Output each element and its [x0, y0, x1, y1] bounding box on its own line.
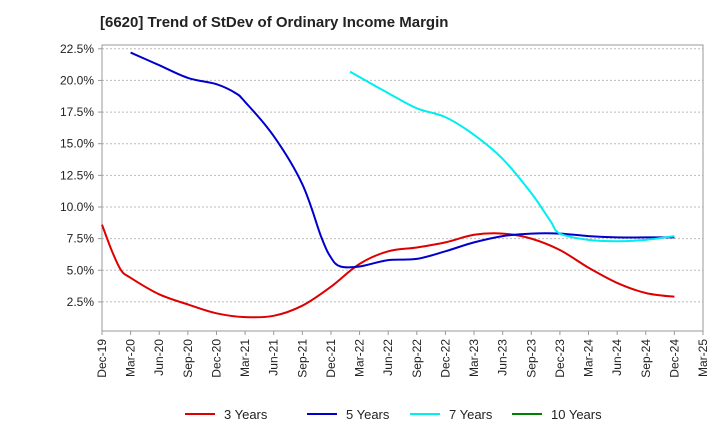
x-tick-label: Sep-23: [524, 339, 538, 378]
x-tick-label: Mar-21: [238, 339, 252, 377]
x-tick-label: Dec-19: [95, 339, 109, 378]
y-tick-label: 17.5%: [60, 105, 94, 119]
x-tick-label: Dec-22: [438, 339, 452, 378]
y-axis-ticks: 2.5% 5.0% 7.5% 10.0% 12.5% 15.0% 17.5% 20.0% 22.…: [60, 42, 102, 309]
x-tick-label: Jun-23: [496, 339, 510, 376]
x-tick-label: Sep-24: [639, 339, 653, 378]
series-line-3-years: [101, 224, 675, 319]
x-tick-label: Dec-20: [209, 339, 223, 378]
x-tick-label: Sep-20: [181, 339, 195, 378]
x-tick-label: Mar-20: [124, 339, 138, 377]
y-tick-label: 15.0%: [60, 137, 94, 151]
y-tick-label: 2.5%: [67, 295, 95, 309]
legend-label-5-years: 5 Years: [346, 407, 390, 422]
x-axis-ticks: Dec-19 Mar-20 Jun-20 Sep-20 Dec-20 Mar-21 Jun-…: [95, 331, 710, 378]
y-tick-label: 7.5%: [67, 232, 95, 246]
legend-label-10-years: 10 Years: [551, 407, 602, 422]
x-tick-label: Mar-22: [353, 339, 367, 377]
series-line-7-years: [349, 70, 675, 243]
grid-lines: [102, 48, 703, 303]
legend: 3 Years 5 Years 7 Years 10 Years: [185, 407, 602, 422]
y-tick-label: 5.0%: [67, 263, 95, 277]
x-tick-label: Dec-23: [553, 339, 567, 378]
x-tick-label: Jun-22: [381, 339, 395, 376]
y-tick-label: 22.5%: [60, 42, 94, 56]
x-tick-label: Sep-21: [295, 339, 309, 378]
legend-label-3-years: 3 Years: [224, 407, 268, 422]
x-tick-label: Jun-24: [610, 339, 624, 376]
series-line-5-years: [130, 51, 675, 269]
x-tick-label: Jun-21: [267, 339, 281, 376]
plot-area-frame: [101, 44, 704, 332]
series-lines: [101, 51, 675, 319]
x-tick-label: Dec-24: [667, 339, 681, 378]
x-tick-label: Mar-24: [582, 339, 596, 377]
x-tick-label: Mar-23: [467, 339, 481, 377]
x-tick-label: Sep-22: [410, 339, 424, 378]
y-tick-label: 20.0%: [60, 73, 94, 87]
x-tick-label: Jun-20: [152, 339, 166, 376]
x-tick-label: Dec-21: [324, 339, 338, 378]
chart-title: [6620] Trend of StDev of Ordinary Income…: [100, 14, 449, 31]
x-tick-label: Mar-25: [696, 339, 710, 377]
y-tick-label: 10.0%: [60, 200, 94, 214]
legend-label-7-years: 7 Years: [449, 407, 493, 422]
y-tick-label: 12.5%: [60, 168, 94, 182]
